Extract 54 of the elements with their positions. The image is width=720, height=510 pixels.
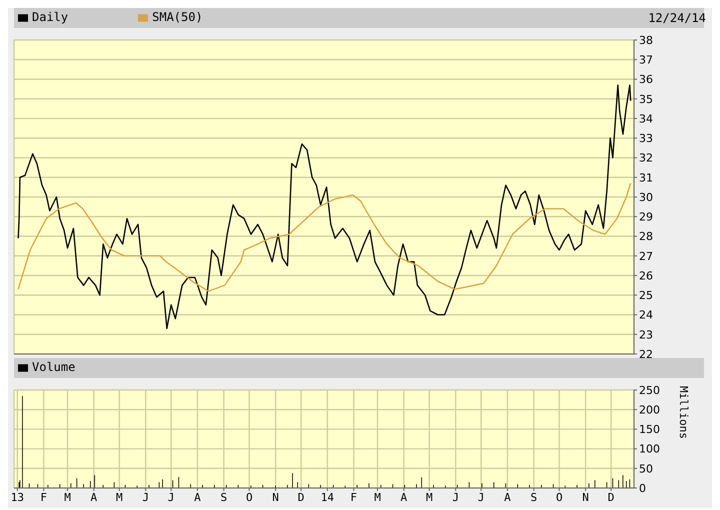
- y-tick-label: 50: [639, 462, 653, 476]
- y-tick-label: 23: [639, 328, 653, 342]
- y-tick-label: 150: [639, 423, 660, 436]
- x-tick-label: S: [220, 490, 228, 504]
- x-tick-label: J: [478, 490, 484, 504]
- y-tick-label: 34: [639, 112, 653, 126]
- x-tick-label: 13: [10, 490, 24, 504]
- x-tick-label: J: [452, 490, 459, 504]
- x-tick-label: M: [374, 490, 382, 504]
- x-tick-label: D: [608, 490, 614, 504]
- legend-label: SMA(50): [152, 10, 203, 24]
- y-tick-label: 33: [639, 132, 653, 146]
- text: 12/24/14: [648, 11, 706, 25]
- x-tick-label: F: [350, 490, 358, 504]
- x-tick-label: N: [272, 490, 279, 504]
- x-tick-label: A: [400, 490, 408, 504]
- x-tick-label: D: [298, 490, 304, 504]
- y-tick-label: 25: [639, 289, 653, 302]
- y-tick-label: 26: [639, 269, 653, 282]
- y-axis-title: Millions: [677, 386, 690, 439]
- y-tick-label: 36: [639, 73, 653, 86]
- y-tick-label: 30: [639, 190, 653, 204]
- x-tick-label: M: [426, 490, 434, 504]
- x-tick-label: O: [556, 490, 563, 504]
- y-tick-label: 38: [639, 34, 653, 47]
- y-tick-label: 31: [639, 171, 653, 184]
- x-tick-label: 14: [320, 490, 334, 504]
- x-tick-label: N: [582, 490, 589, 504]
- x-tick-label: M: [116, 490, 124, 504]
- line-series: [18, 182, 632, 292]
- x-tick-label: A: [90, 490, 98, 504]
- y-tick-label: 200: [639, 404, 660, 417]
- legend-label: Volume: [32, 360, 76, 374]
- x-tick-label: S: [530, 490, 538, 504]
- y-tick-label: 32: [639, 152, 653, 165]
- x-tick-label: J: [142, 490, 149, 504]
- line-series: [18, 84, 632, 330]
- y-tick-label: 27: [639, 250, 653, 263]
- x-tick-label: F: [40, 490, 48, 504]
- y-tick-label: 28: [639, 230, 653, 244]
- x-tick-label: M: [64, 490, 72, 504]
- y-tick-label: 35: [639, 92, 653, 106]
- y-tick-label: 0: [639, 482, 646, 495]
- y-tick-label: 24: [639, 308, 653, 322]
- y-tick-label: 250: [639, 384, 660, 397]
- y-tick-label: 22: [639, 348, 653, 361]
- x-tick-label: J: [168, 490, 174, 504]
- y-tick-label: 29: [639, 210, 653, 224]
- x-tick-label: A: [504, 490, 512, 504]
- x-tick-label: O: [246, 490, 253, 504]
- y-tick-label: 100: [639, 442, 660, 456]
- x-tick-label: A: [194, 490, 202, 504]
- legend-label: Daily: [32, 10, 68, 24]
- y-tick-label: 37: [639, 54, 653, 67]
